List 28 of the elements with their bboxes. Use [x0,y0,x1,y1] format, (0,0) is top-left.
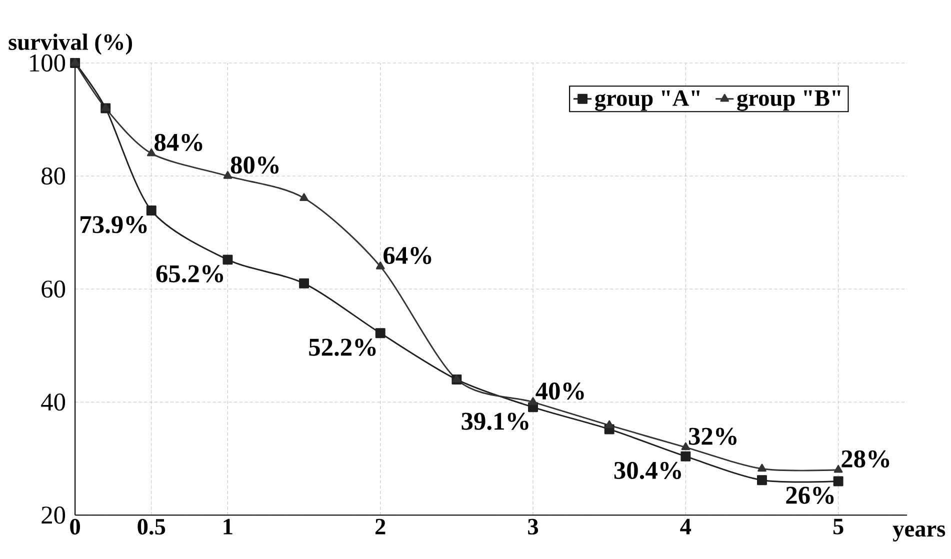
data-label: 30.4% [614,462,681,480]
x-axis-title: years [892,525,946,542]
data-label: 80% [230,156,279,174]
data-label: 28% [842,450,890,468]
data-label: 26% [786,486,834,504]
y-tick-label: 40 [41,393,66,411]
data-label: 64% [384,246,432,264]
x-tick-label: 0 [70,518,80,535]
x-tick-label: 4 [680,518,692,534]
y-axis-title: survival (%) [8,34,132,55]
y-tick-label: 80 [42,167,66,185]
data-label: 39.1% [462,412,528,430]
legend-label: group "A" [595,90,700,111]
y-tick-label: 20 [42,506,66,524]
data-label: 32% [688,428,736,445]
x-tick-label: 5 [833,518,844,534]
data-label: 52.2% [309,338,376,356]
x-tick-label: 0.5 [138,518,166,535]
data-label: 84% [154,134,202,152]
data-label: 65.2% [156,265,223,282]
data-label: 73.9% [80,216,147,234]
x-tick-label: 1 [224,518,232,534]
legend-label: group "B" [737,90,840,111]
data-label: 40% [536,382,584,400]
y-tick-label: 60 [42,280,66,298]
x-tick-label: 3 [528,518,538,534]
y-tick-label: 100 [30,54,66,72]
x-tick-label: 2 [376,518,386,534]
